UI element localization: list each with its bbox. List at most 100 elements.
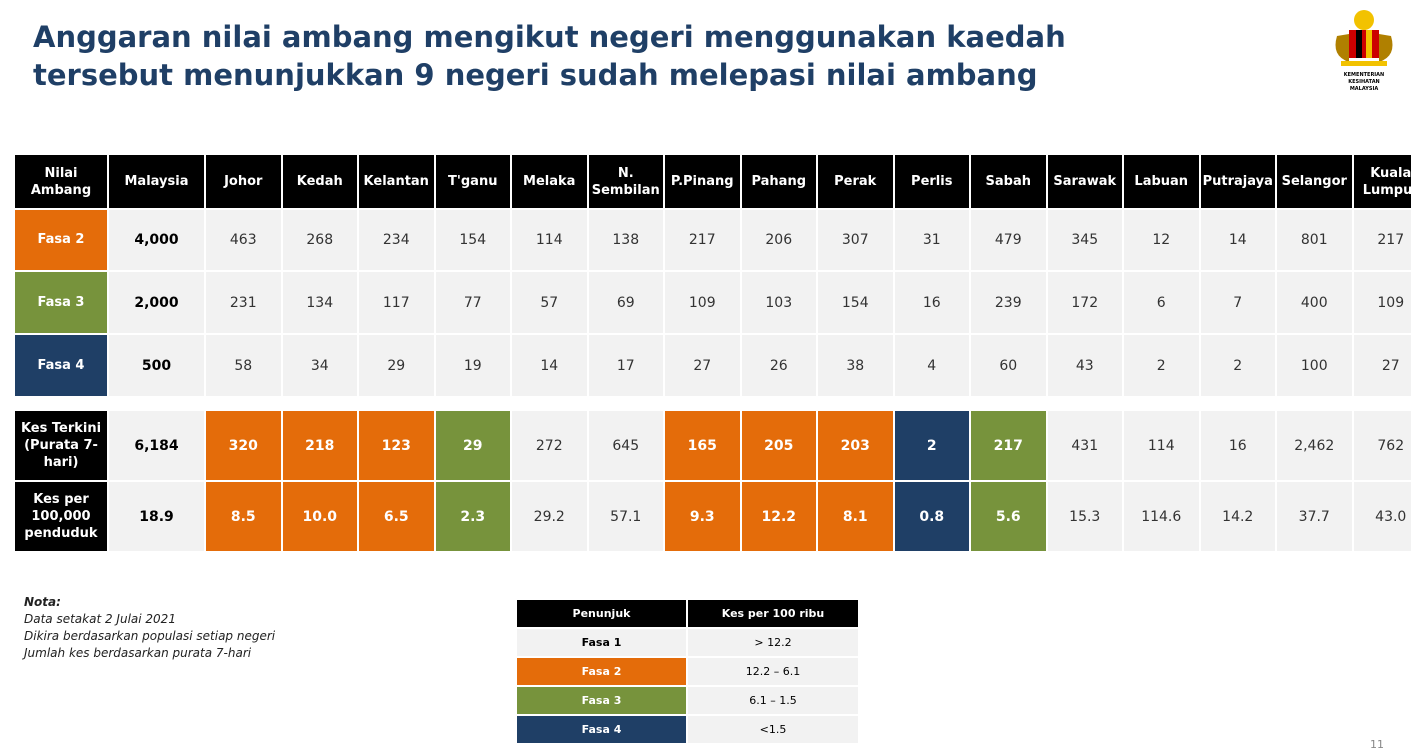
note-line: Data setakat 2 Julai 2021 xyxy=(24,612,176,626)
column-header: Kuala Lumpur xyxy=(1353,155,1411,208)
cell: 500 xyxy=(109,335,204,396)
cell: 34 xyxy=(282,335,357,396)
column-header: Sarawak xyxy=(1047,155,1122,208)
cell: 7 xyxy=(1200,272,1275,333)
cell: 15.3 xyxy=(1047,482,1122,551)
cell: 431 xyxy=(1047,411,1122,480)
row-label: Fasa 4 xyxy=(15,335,107,396)
legend-header: Penunjuk xyxy=(517,600,686,627)
cell: 14 xyxy=(512,335,587,396)
cell: 801 xyxy=(1277,210,1352,270)
cell: 109 xyxy=(665,272,740,333)
column-header: Perak xyxy=(818,155,893,208)
row-label: Fasa 2 xyxy=(15,210,107,270)
cell: 8.5 xyxy=(206,482,281,551)
cell: 69 xyxy=(588,272,663,333)
row-label: Kes Terkini (Purata 7-hari) xyxy=(15,411,107,480)
note-line: Jumlah kes berdasarkan purata 7-hari xyxy=(24,646,252,660)
cell: 239 xyxy=(971,272,1046,333)
column-header: Melaka xyxy=(512,155,587,208)
cell: 117 xyxy=(359,272,434,333)
cell: 217 xyxy=(971,411,1046,480)
legend-phase: Fasa 2 xyxy=(517,658,686,685)
cell: 114 xyxy=(1124,411,1199,480)
cell: 6.5 xyxy=(359,482,434,551)
cell: 272 xyxy=(512,411,587,480)
legend-range: <1.5 xyxy=(688,716,858,743)
column-header: Pahang xyxy=(741,155,816,208)
cell: 14 xyxy=(1200,210,1275,270)
cell: 231 xyxy=(206,272,281,333)
cell: 463 xyxy=(206,210,281,270)
cell: 217 xyxy=(1353,210,1411,270)
cell: 114.6 xyxy=(1124,482,1199,551)
cell: 12.2 xyxy=(741,482,816,551)
cell: 57 xyxy=(512,272,587,333)
cell: 217 xyxy=(665,210,740,270)
cell: 307 xyxy=(818,210,893,270)
column-header: Malaysia xyxy=(109,155,204,208)
cell: 218 xyxy=(282,411,357,480)
cell: 6 xyxy=(1124,272,1199,333)
cell: 109 xyxy=(1353,272,1411,333)
column-header: Putrajaya xyxy=(1200,155,1275,208)
cell: 5.6 xyxy=(971,482,1046,551)
cell: 203 xyxy=(818,411,893,480)
cell: 43.0 xyxy=(1353,482,1411,551)
cell: 0.8 xyxy=(894,482,969,551)
cell: 16 xyxy=(1200,411,1275,480)
row-label: Kes per 100,000 penduduk xyxy=(15,482,107,551)
column-header: Kedah xyxy=(282,155,357,208)
cell: 103 xyxy=(741,272,816,333)
crest xyxy=(1335,10,1393,66)
legend-table: Penunjuk Kes per 100 ribu Fasa 1 > 12.2 Fasa… xyxy=(517,600,858,743)
cell: 38 xyxy=(818,335,893,396)
legend-header: Kes per 100 ribu xyxy=(688,600,858,627)
notes: Nota: Data setakat 2 Julai 2021 Dikira be… xyxy=(24,594,275,662)
column-header: T'ganu xyxy=(435,155,510,208)
cell: 43 xyxy=(1047,335,1122,396)
cell: 4,000 xyxy=(109,210,204,270)
cell: 31 xyxy=(894,210,969,270)
column-header: Sabah xyxy=(971,155,1046,208)
cell: 172 xyxy=(1047,272,1122,333)
column-header: Labuan xyxy=(1124,155,1199,208)
cell: 114 xyxy=(512,210,587,270)
legend-range: > 12.2 xyxy=(688,629,858,656)
cell: 19 xyxy=(435,335,510,396)
cell: 57.1 xyxy=(588,482,663,551)
notes-title: Nota: xyxy=(24,595,61,609)
cell: 2 xyxy=(894,411,969,480)
column-header: Johor xyxy=(206,155,281,208)
legend-phase: Fasa 4 xyxy=(517,716,686,743)
cell: 138 xyxy=(588,210,663,270)
cell: 268 xyxy=(282,210,357,270)
cell: 10.0 xyxy=(282,482,357,551)
cell: 29.2 xyxy=(512,482,587,551)
cell: 2,000 xyxy=(109,272,204,333)
legend-phase: Fasa 3 xyxy=(517,687,686,714)
cell: 16 xyxy=(894,272,969,333)
column-header: P.Pinang xyxy=(665,155,740,208)
cell: 154 xyxy=(818,272,893,333)
title: Anggaran nilai ambang mengikut negeri me… xyxy=(33,20,1066,92)
cell: 154 xyxy=(435,210,510,270)
cell: 60 xyxy=(971,335,1046,396)
case-table: Kes Terkini (Purata 7-hari) 6,184 320 218 12… xyxy=(15,411,1411,551)
cell: 17 xyxy=(588,335,663,396)
logo-text: KEMENTERIAN KESIHATAN MALAYSIA xyxy=(1343,72,1385,92)
cell: 27 xyxy=(665,335,740,396)
column-header: Nilai Ambang xyxy=(15,155,107,208)
cell: 2.3 xyxy=(435,482,510,551)
cell: 37.7 xyxy=(1277,482,1352,551)
page-number: 11 xyxy=(1370,738,1384,751)
legend-range: 6.1 – 1.5 xyxy=(688,687,858,714)
cell: 2,462 xyxy=(1277,411,1352,480)
cell: 29 xyxy=(359,335,434,396)
cell: 165 xyxy=(665,411,740,480)
cell: 206 xyxy=(741,210,816,270)
cell: 77 xyxy=(435,272,510,333)
column-header: Perlis xyxy=(894,155,969,208)
logo: KEMENTERIAN KESIHATAN MALAYSIA xyxy=(1318,6,1410,93)
